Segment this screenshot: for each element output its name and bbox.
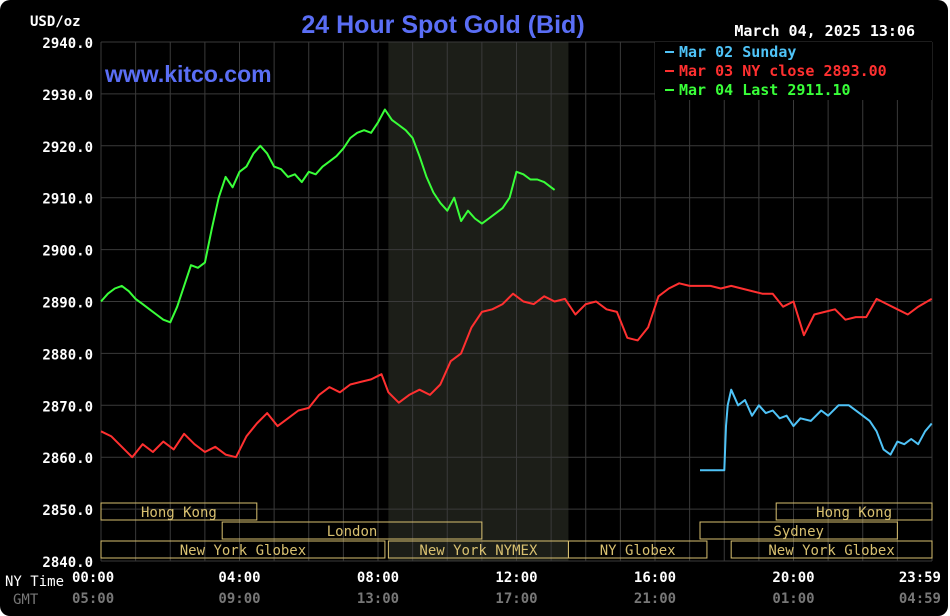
x-tick-label-ny: 20:00	[772, 570, 814, 586]
x-tick-label-ny: 12:00	[495, 570, 537, 586]
chart-title: 24 Hour Spot Gold (Bid)	[301, 11, 584, 39]
x-tick-label-ny: 00:00	[72, 570, 114, 586]
session-bar	[100, 502, 258, 521]
y-tick-label: 2870.0	[42, 399, 93, 415]
x-tick-label-ny: 08:00	[357, 570, 399, 586]
y-tick-label: 2900.0	[42, 244, 93, 260]
session-label: NY Globex	[600, 543, 676, 559]
session-bar	[775, 502, 933, 521]
ny-time-label: NY Time	[5, 574, 64, 590]
session-label: Hong Kong	[816, 505, 892, 521]
x-tick-label-ny: 23:59	[899, 570, 941, 586]
session-bar	[699, 521, 898, 540]
x-tick-label-gmt: 04:59	[899, 591, 941, 607]
unit-label: USD/oz	[30, 14, 81, 30]
series-line-2	[100, 108, 556, 324]
axis-layer: 2940.0 2930.0 2920.0 2910.0 2900.0 2890.0 2880…	[42, 36, 941, 607]
y-tick-label: 2940.0	[42, 36, 93, 52]
y-tick-label: 2840.0	[42, 555, 93, 571]
legend-entry: Mar 04 Last 2911.10	[679, 81, 851, 99]
x-tick-label-gmt: 01:00	[772, 591, 814, 607]
y-tick-label: 2920.0	[42, 140, 93, 156]
session-label: Hong Kong	[141, 505, 217, 521]
x-tick-label-gmt: 09:00	[218, 591, 260, 607]
y-tick-label: 2890.0	[42, 296, 93, 312]
session-bar	[730, 540, 933, 559]
series-line-0	[700, 388, 933, 472]
website-watermark: www.kitco.com	[104, 61, 272, 87]
session-bar	[100, 540, 386, 559]
legend-entry: Mar 03 NY close 2893.00	[679, 62, 887, 80]
session-label: London	[327, 524, 378, 540]
x-tick-label-gmt: 21:00	[634, 591, 676, 607]
gmt-label: GMT	[13, 592, 39, 608]
legend-entry: Mar 02 Sunday	[679, 43, 796, 61]
session-label: New York Globex	[180, 543, 306, 559]
series-line-1	[100, 282, 933, 459]
series-layer	[100, 108, 933, 472]
y-tick-label: 2910.0	[42, 192, 93, 208]
session-bar	[221, 521, 483, 540]
x-tick-label-ny: 04:00	[218, 570, 260, 586]
x-tick-label-gmt: 17:00	[495, 591, 537, 607]
session-label: Sydney	[773, 524, 824, 540]
timestamp: March 04, 2025 13:06	[734, 22, 915, 40]
y-tick-label: 2880.0	[42, 347, 93, 363]
x-tick-label-ny: 16:00	[634, 570, 676, 586]
x-tick-label-gmt: 13:00	[357, 591, 399, 607]
x-tick-label-gmt: 05:00	[72, 591, 114, 607]
session-bar	[567, 540, 708, 559]
y-tick-label: 2930.0	[42, 88, 93, 104]
session-label: New York Globex	[768, 543, 894, 559]
legend-box	[655, 42, 932, 100]
session-bars-layer: Hong Kong London New York Globex New York N…	[100, 502, 933, 559]
y-tick-label: 2850.0	[42, 503, 93, 519]
y-tick-label: 2860.0	[42, 451, 93, 467]
session-label: New York NYMEX	[419, 543, 538, 559]
grid-layer	[100, 41, 933, 562]
